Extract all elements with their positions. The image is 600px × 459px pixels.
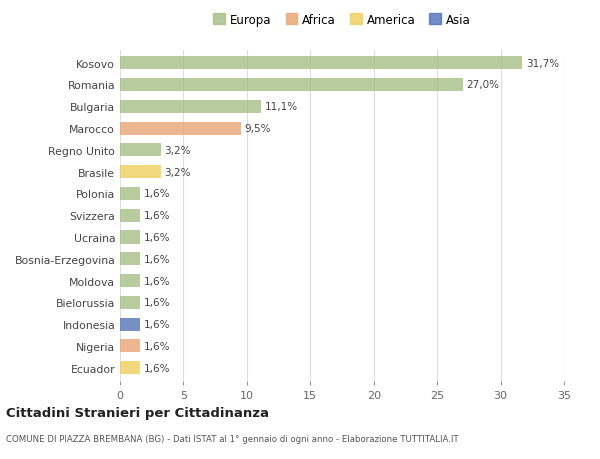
Text: 9,5%: 9,5% <box>244 124 271 134</box>
Bar <box>120 209 140 222</box>
Bar <box>120 274 140 287</box>
Text: 1,6%: 1,6% <box>144 232 170 242</box>
Text: 27,0%: 27,0% <box>466 80 499 90</box>
Bar <box>120 122 241 135</box>
Text: Cittadini Stranieri per Cittadinanza: Cittadini Stranieri per Cittadinanza <box>6 406 269 419</box>
Text: 1,6%: 1,6% <box>144 254 170 264</box>
Text: 11,1%: 11,1% <box>265 102 298 112</box>
Bar <box>120 296 140 309</box>
Bar <box>120 57 522 70</box>
Text: 1,6%: 1,6% <box>144 319 170 330</box>
Bar <box>120 187 140 201</box>
Bar <box>120 79 463 92</box>
Text: 3,2%: 3,2% <box>164 167 191 177</box>
Bar <box>120 101 261 113</box>
Bar <box>120 361 140 375</box>
Bar <box>120 144 161 157</box>
Text: 31,7%: 31,7% <box>526 59 559 68</box>
Text: 1,6%: 1,6% <box>144 298 170 308</box>
Bar <box>120 340 140 353</box>
Text: 1,6%: 1,6% <box>144 189 170 199</box>
Bar <box>120 166 161 179</box>
Bar <box>120 253 140 266</box>
Text: 1,6%: 1,6% <box>144 341 170 351</box>
Bar <box>120 231 140 244</box>
Text: 1,6%: 1,6% <box>144 363 170 373</box>
Bar <box>120 318 140 331</box>
Text: 1,6%: 1,6% <box>144 211 170 221</box>
Text: 3,2%: 3,2% <box>164 146 191 156</box>
Text: 1,6%: 1,6% <box>144 276 170 286</box>
Text: COMUNE DI PIAZZA BREMBANA (BG) - Dati ISTAT al 1° gennaio di ogni anno - Elabora: COMUNE DI PIAZZA BREMBANA (BG) - Dati IS… <box>6 434 458 443</box>
Legend: Europa, Africa, America, Asia: Europa, Africa, America, Asia <box>209 9 475 31</box>
